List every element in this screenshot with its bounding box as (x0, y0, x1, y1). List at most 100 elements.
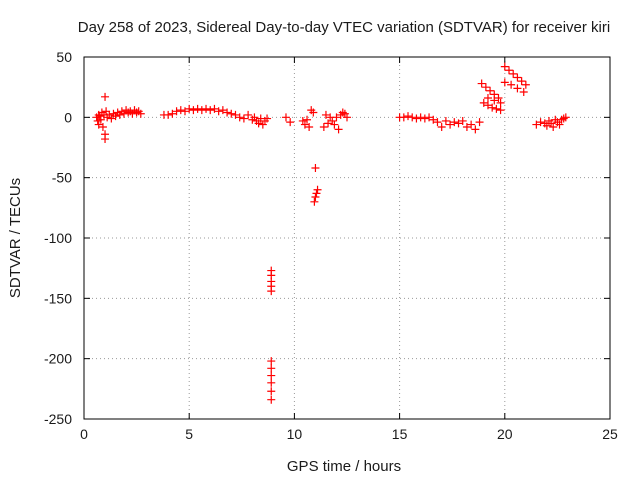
data-point (559, 114, 568, 123)
x-tick-label: 15 (392, 426, 408, 442)
data-point (267, 387, 276, 396)
data-point (206, 106, 215, 115)
data-point (425, 113, 434, 122)
y-tick-label: -100 (44, 230, 72, 246)
data-point (500, 62, 509, 71)
data-point (286, 118, 295, 127)
data-point (475, 118, 484, 127)
data-point (324, 119, 333, 128)
y-tick-label: -50 (52, 170, 72, 186)
data-point (446, 120, 455, 129)
data-point (254, 119, 263, 128)
data-point (223, 108, 232, 117)
data-point (101, 135, 110, 144)
y-tick-label: 50 (56, 49, 72, 65)
data-point (267, 364, 276, 373)
data-point (300, 120, 309, 129)
data-point (513, 84, 522, 93)
x-tick-label: 20 (497, 426, 513, 442)
data-point (462, 122, 471, 131)
data-point (429, 115, 438, 124)
data-point (479, 98, 488, 107)
data-point (227, 109, 236, 118)
data-point (332, 113, 341, 122)
data-point (517, 77, 526, 86)
data-point (437, 122, 446, 131)
data-point (433, 118, 442, 127)
data-point (267, 357, 276, 366)
data-point (311, 164, 320, 173)
data-point (298, 116, 307, 125)
data-point (239, 114, 248, 123)
data-point (231, 110, 240, 119)
data-point (172, 107, 181, 116)
data-point (267, 395, 276, 404)
data-point (492, 104, 501, 113)
data-point (267, 378, 276, 387)
data-point (519, 87, 528, 96)
y-tick-label: 0 (64, 109, 72, 125)
data-point (496, 106, 505, 115)
data-point (321, 110, 330, 119)
data-point (98, 122, 107, 131)
data-point (488, 103, 497, 112)
data-point (312, 189, 321, 198)
data-point (486, 86, 495, 95)
data-point (180, 107, 189, 116)
data-point (267, 371, 276, 380)
data-point (549, 122, 558, 131)
data-point (536, 118, 545, 127)
data-point (168, 109, 177, 118)
data-point (416, 113, 425, 122)
data-point (303, 115, 312, 124)
data-point (441, 116, 450, 125)
data-point (555, 120, 564, 129)
data-point (481, 83, 490, 92)
data-point (477, 79, 486, 88)
data-point (235, 113, 244, 122)
data-point (399, 113, 408, 122)
data-point (305, 122, 314, 131)
data-point (490, 96, 499, 105)
data-point (263, 114, 272, 123)
data-point (96, 115, 105, 124)
data-point (101, 92, 110, 101)
data-point (185, 104, 194, 113)
data-point (210, 104, 219, 113)
data-point (136, 109, 145, 118)
data-point (532, 120, 541, 129)
y-tick-label: -200 (44, 351, 72, 367)
data-point (310, 197, 319, 206)
chart-title: Day 258 of 2023, Sidereal Day-to-day VTE… (78, 19, 610, 36)
data-point (309, 108, 318, 117)
data-point (521, 80, 530, 89)
data-point (450, 118, 459, 127)
data-point (244, 110, 253, 119)
data-point (561, 113, 570, 122)
data-point (408, 113, 417, 122)
data-point (267, 287, 276, 296)
x-tick-label: 5 (185, 426, 193, 442)
data-point (509, 69, 518, 78)
y-axis-label: SDTVAR / TECUs (7, 178, 24, 298)
grid-layer (84, 57, 610, 419)
data-point (193, 104, 202, 113)
data-point (507, 80, 516, 89)
data-point (496, 98, 505, 107)
data-point (334, 125, 343, 134)
data-point (311, 192, 320, 201)
data-point (404, 112, 413, 121)
data-point (214, 107, 223, 116)
data-point (343, 113, 351, 122)
data-point (505, 66, 514, 75)
data-point (500, 78, 509, 87)
x-tick-label: 25 (602, 426, 618, 442)
data-point (258, 120, 267, 129)
data-point (107, 114, 116, 123)
data-point (467, 120, 476, 129)
data-point (281, 113, 290, 122)
data-point (471, 125, 480, 134)
data-point (164, 110, 173, 119)
data-point (313, 185, 322, 194)
